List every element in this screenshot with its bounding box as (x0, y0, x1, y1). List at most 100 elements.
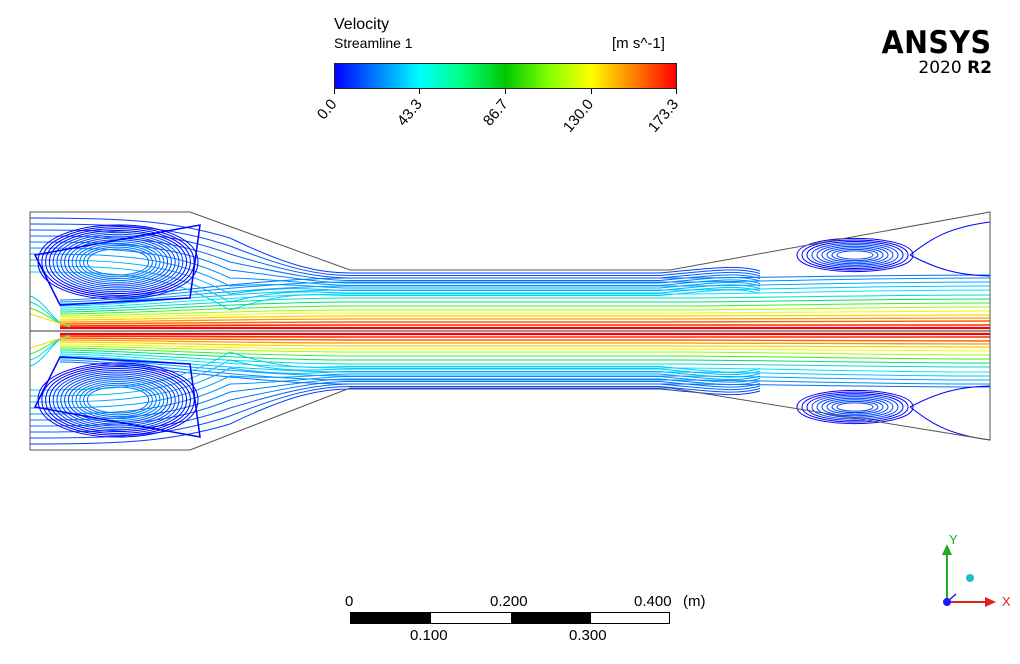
streamline (59, 310, 991, 319)
streamline (29, 223, 761, 276)
vortex-loop (56, 233, 180, 291)
streamline (59, 347, 991, 360)
vortex-loop (831, 248, 879, 262)
y-axis-label: Y (949, 532, 958, 547)
view-center-marker (966, 574, 974, 582)
legend-subtitle: Streamline 1 (334, 35, 413, 51)
brand-version-release: R2 (967, 58, 992, 78)
colorbar-tick (676, 89, 677, 94)
scale-label: 0 (345, 593, 354, 610)
axis-triad: Y X (942, 532, 1010, 609)
streamline (29, 367, 761, 403)
vortex-boundary (33, 224, 201, 306)
x-axis-label: X (1002, 594, 1010, 609)
streamline (29, 247, 761, 286)
streamline (29, 378, 761, 421)
streamline (59, 351, 991, 368)
vortex-loop (64, 375, 172, 425)
streamline (59, 294, 991, 311)
ansys-logo: ANSYS 2020 R2 (872, 25, 992, 79)
streamline (59, 320, 991, 325)
vortex-loop (79, 244, 157, 280)
streamline (909, 385, 991, 408)
vortex-loop (826, 399, 884, 415)
scale-label: 0.400 (634, 593, 672, 610)
scale-segment-dark (511, 613, 591, 623)
streamline (59, 335, 990, 338)
streamline (59, 302, 991, 315)
legend-units: [m s^-1] (612, 35, 665, 52)
scale-segment-dark (351, 613, 431, 623)
streamline (29, 386, 761, 439)
vortex-loop (831, 400, 879, 414)
streamline (29, 259, 761, 295)
legend-title: Velocity (334, 16, 390, 33)
vortex-loop (60, 373, 176, 427)
x-axis-arrowhead (985, 597, 996, 607)
y-axis-arrowhead (942, 544, 952, 555)
vortex-loop (86, 248, 150, 276)
vortex-loop (806, 241, 904, 269)
streamline (59, 289, 991, 309)
vortex-loop (52, 370, 184, 430)
vortex-loop (86, 386, 150, 414)
vortex-loop (811, 242, 899, 268)
streamline (29, 241, 761, 284)
vortex-loop (45, 228, 191, 296)
vortex-loop (75, 242, 161, 282)
scale-label: 0.300 (569, 627, 607, 644)
vortex-loop (816, 396, 894, 418)
vortex-loop (75, 380, 161, 420)
vortex-loop (816, 244, 894, 266)
streamline (59, 337, 991, 342)
streamline (29, 253, 761, 289)
vortex-loop (52, 231, 184, 293)
streamline (909, 406, 991, 441)
domain-outline-top (29, 211, 991, 451)
brand-version-year: 2020 (918, 58, 962, 78)
streamline (59, 341, 991, 348)
vortex-loop (836, 250, 874, 260)
streamline (59, 345, 991, 356)
brand-name: ANSYS (882, 25, 992, 61)
colorbar-tick (505, 89, 506, 94)
vortex-loop (811, 394, 899, 420)
streamline (59, 317, 991, 323)
streamline (29, 359, 761, 397)
streamline (29, 376, 761, 415)
streamline (59, 349, 991, 364)
vortex-loop (60, 235, 176, 289)
streamline (29, 217, 761, 274)
streamline (29, 265, 761, 303)
vortex-loop (79, 382, 157, 418)
vortex-loop (45, 366, 191, 434)
streamline (59, 339, 991, 345)
streamline (29, 388, 761, 445)
vortex-loop (83, 384, 153, 416)
vortex-boundary (33, 356, 201, 438)
vortex-loop (64, 237, 172, 287)
vortex-loop (806, 393, 904, 421)
streamline (59, 306, 991, 317)
streamline (59, 324, 990, 327)
colorbar-tick (591, 89, 592, 94)
vortex-loop (801, 391, 909, 423)
streamline (909, 254, 991, 277)
vortex-loop (67, 377, 169, 423)
streamline (59, 359, 991, 385)
streamline (59, 298, 991, 313)
vortex-loop (56, 371, 180, 429)
z-axis-arrow (946, 593, 957, 603)
streamline (909, 221, 991, 256)
vortex-loop (821, 397, 889, 417)
vortex-loop (821, 245, 889, 265)
brand-version: 2020 R2 (872, 58, 992, 78)
vortex-loop (48, 368, 188, 432)
streamline (59, 277, 991, 303)
streamline (29, 373, 761, 409)
streamline (59, 343, 991, 352)
colorbar (334, 63, 677, 89)
streamline (59, 353, 991, 373)
vortex-loop (826, 247, 884, 263)
